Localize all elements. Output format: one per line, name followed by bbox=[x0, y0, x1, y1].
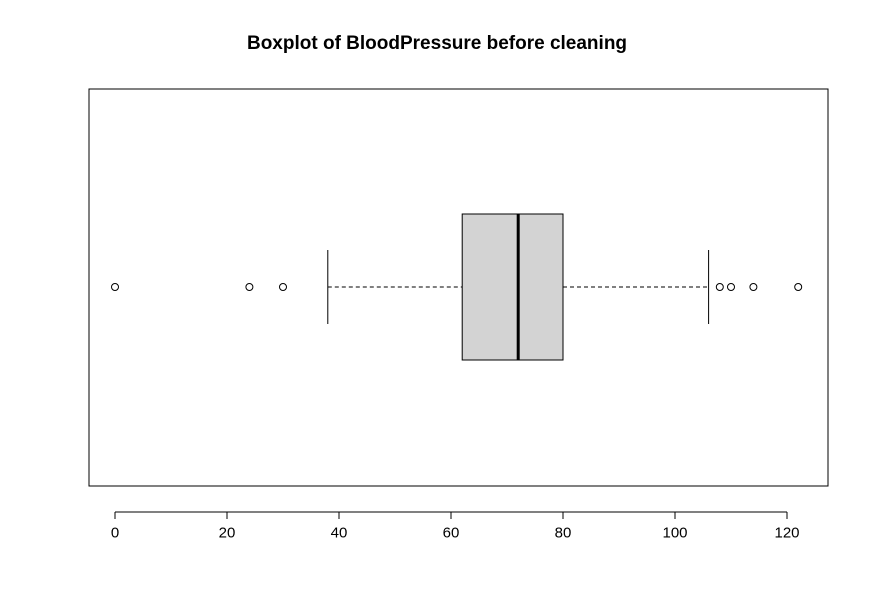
outlier-point bbox=[245, 283, 254, 291]
x-tick-label: 100 bbox=[662, 524, 687, 541]
plot-frame bbox=[88, 88, 829, 487]
outlier-point bbox=[749, 283, 758, 291]
x-tick-label: 40 bbox=[331, 524, 348, 541]
outlier-point bbox=[715, 283, 724, 291]
x-axis: 0 20 40 60 80 100 120 bbox=[111, 511, 800, 541]
chart-title: Boxplot of BloodPressure before cleaning bbox=[246, 33, 628, 54]
outlier-point bbox=[794, 283, 803, 291]
x-tick-label: 20 bbox=[219, 524, 236, 541]
outlier-point bbox=[111, 283, 119, 291]
box-group bbox=[327, 213, 710, 361]
x-tick-label: 80 bbox=[555, 524, 572, 541]
iqr-box bbox=[461, 213, 564, 361]
outlier-point bbox=[727, 283, 735, 291]
outliers bbox=[111, 283, 803, 291]
x-tick-label: 0 bbox=[111, 524, 119, 541]
x-tick-label: 120 bbox=[774, 524, 799, 541]
x-tick-label: 60 bbox=[443, 524, 460, 541]
outlier-point bbox=[279, 283, 287, 291]
